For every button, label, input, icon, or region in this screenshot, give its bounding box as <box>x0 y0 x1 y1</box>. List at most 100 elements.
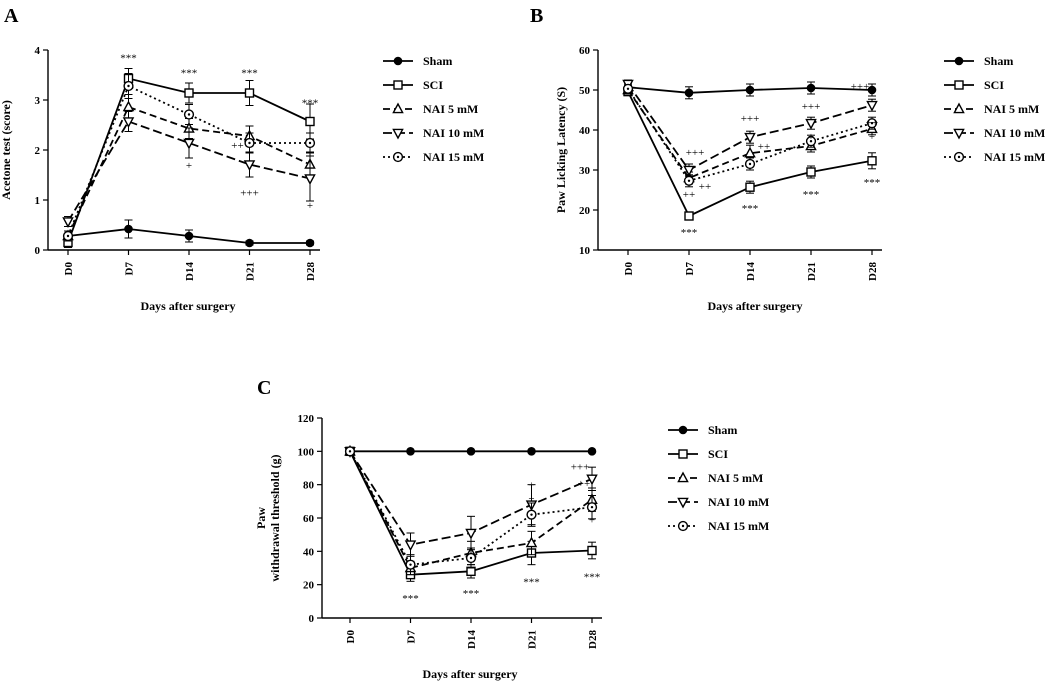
y-tick-label: 2 <box>35 145 41 157</box>
data-point <box>684 211 694 221</box>
y-tick-label: 4 <box>35 45 41 57</box>
x-tick-label: D0 <box>623 262 635 276</box>
significance-label: *** <box>864 177 881 189</box>
data-point <box>745 182 755 192</box>
significance-label: ++ <box>231 140 243 152</box>
significance-label: *** <box>181 68 198 80</box>
data-point <box>404 540 417 552</box>
x-tick-label: D7 <box>406 630 418 644</box>
y-tick-label: 100 <box>298 446 315 458</box>
y-tick-label: 20 <box>303 580 315 592</box>
significance-label: *** <box>402 593 419 605</box>
x-tick-label: D28 <box>587 630 599 649</box>
legend-marker <box>953 102 965 114</box>
panel-label-b: B <box>530 5 543 27</box>
significance-label: +++ <box>240 188 259 200</box>
series-nai-10-mm <box>344 447 598 557</box>
y-axis-title-line: withdrawal threshold (g) <box>268 454 282 581</box>
legend-label: NAI 5 mM <box>423 102 478 116</box>
data-point <box>587 545 597 556</box>
y-axis-title: Paw Licking Latency (S) <box>554 87 568 213</box>
legend-label: Sham <box>984 54 1013 68</box>
y-tick-label: 1 <box>35 195 41 207</box>
legend-label: NAI 5 mM <box>708 471 763 485</box>
data-point <box>805 118 817 130</box>
significance-label: + <box>528 480 534 492</box>
y-axis-title-line: Paw <box>254 507 268 529</box>
x-tick-label: D14 <box>745 262 757 281</box>
significance-label: *** <box>120 53 137 65</box>
y-tick-label: 40 <box>303 546 315 558</box>
data-point <box>587 447 597 456</box>
legend-marker <box>678 425 688 435</box>
series-sham <box>623 81 877 100</box>
legend-label: NAI 15 mM <box>423 150 484 164</box>
data-point-center <box>308 141 312 145</box>
data-point-center <box>469 556 473 560</box>
x-tick-label: D0 <box>345 630 357 644</box>
panel-label-a: A <box>4 5 19 27</box>
series-sham <box>63 219 315 248</box>
series-line <box>67 105 311 237</box>
series-nai-10-mm <box>62 111 316 228</box>
data-point <box>124 224 133 234</box>
y-tick-label: 120 <box>298 413 315 425</box>
significance-label: *** <box>584 571 601 583</box>
legend-label: NAI 10 mM <box>708 495 769 509</box>
significance-label: ++ <box>758 141 770 153</box>
data-point <box>745 85 755 95</box>
data-point <box>304 174 316 185</box>
data-point <box>586 474 598 486</box>
legend-marker <box>678 449 688 459</box>
legend-label: Sham <box>423 54 452 68</box>
x-tick-label: D7 <box>684 262 696 276</box>
legend-label: NAI 15 mM <box>708 519 769 533</box>
significance-label: + <box>186 160 192 172</box>
data-point <box>466 566 476 577</box>
y-tick-label: 30 <box>579 165 591 177</box>
significance-label: + <box>808 131 814 143</box>
data-point <box>525 536 538 548</box>
data-point-center <box>187 113 191 116</box>
x-tick-label: D7 <box>124 262 136 276</box>
legend-marker <box>392 128 404 140</box>
legend-label: SCI <box>708 447 728 461</box>
data-point <box>744 146 756 158</box>
significance-label: + <box>869 131 875 143</box>
series-nai-15-mm <box>62 73 316 242</box>
significance-label: *** <box>463 588 480 600</box>
data-point <box>62 217 74 228</box>
data-point <box>245 238 254 248</box>
series-line <box>67 120 311 222</box>
data-point <box>183 138 195 150</box>
data-point-center <box>127 84 130 88</box>
significance-label: +++ <box>851 81 870 93</box>
significance-label: +++ <box>802 101 821 113</box>
x-tick-label: D14 <box>184 262 196 281</box>
y-tick-label: 20 <box>579 205 591 217</box>
series-line <box>627 89 873 180</box>
legend-label: NAI 5 mM <box>984 102 1039 116</box>
data-point-center <box>809 140 813 143</box>
legend-marker <box>393 56 403 66</box>
significance-label: *** <box>803 189 820 201</box>
significance-label: + <box>307 200 313 212</box>
y-axis-title: Acetone test (score) <box>0 100 13 200</box>
significance-label: *** <box>302 98 319 110</box>
legend-marker <box>677 497 689 509</box>
x-tick-label: D0 <box>63 262 75 276</box>
y-tick-label: 0 <box>309 613 315 625</box>
legend-marker <box>953 128 965 140</box>
data-point <box>744 132 756 144</box>
data-point-center <box>748 162 752 166</box>
data-point <box>406 447 415 456</box>
significance-label: + <box>528 493 534 505</box>
data-point-center <box>626 87 630 91</box>
y-tick-label: 3 <box>35 95 41 107</box>
legend-label: SCI <box>984 78 1004 92</box>
legend-marker-center <box>396 155 400 159</box>
y-tick-label: 80 <box>303 480 315 492</box>
x-axis-title: Days after surgery <box>422 667 517 681</box>
significance-label: + <box>589 515 595 527</box>
